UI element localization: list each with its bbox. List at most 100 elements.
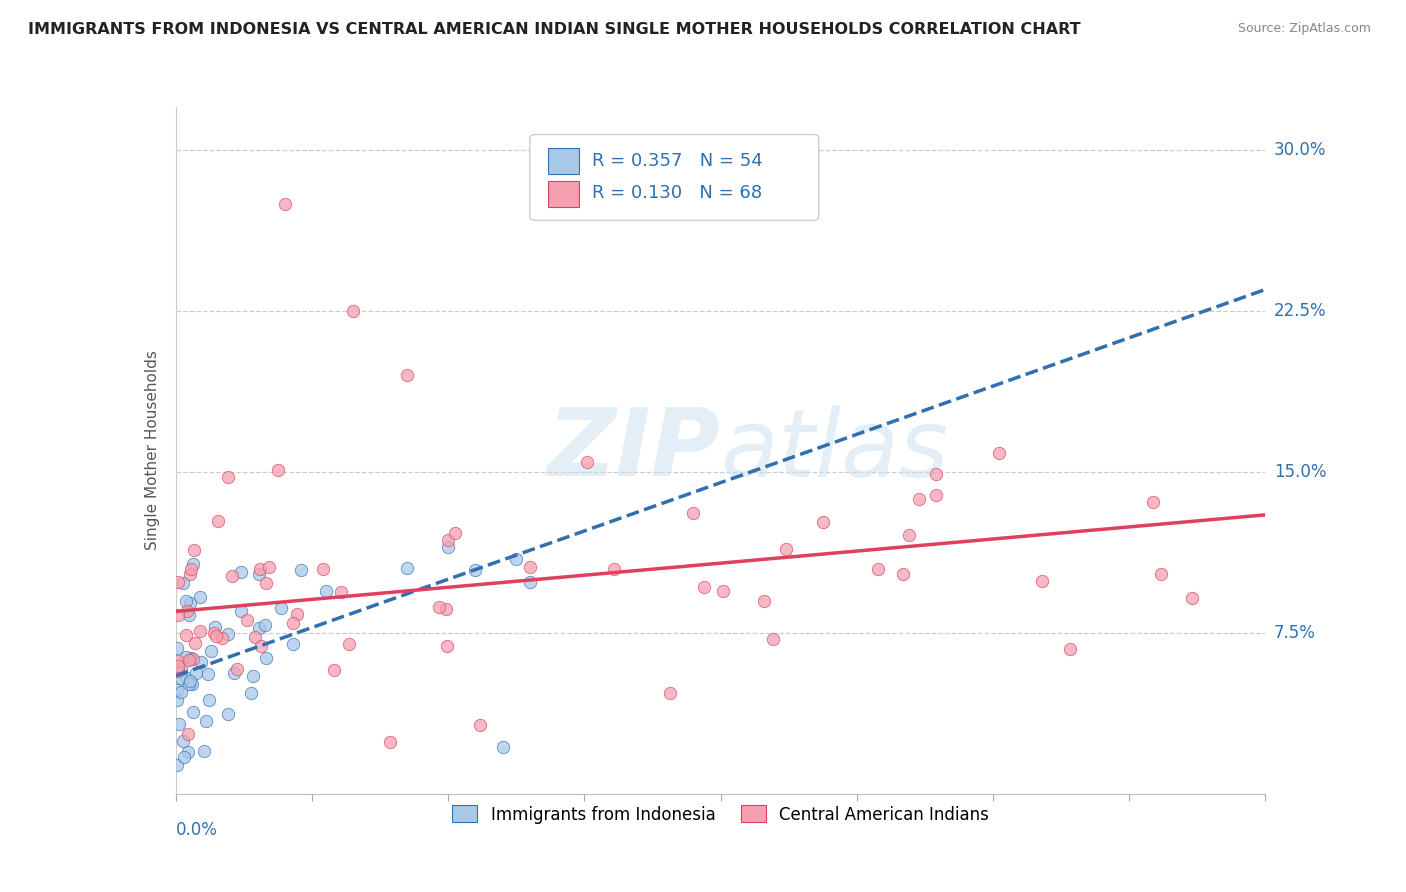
Point bbox=[254, 576, 277, 591]
Point bbox=[754, 594, 776, 608]
Point bbox=[176, 604, 198, 618]
Point bbox=[211, 632, 233, 646]
Bar bbox=[548, 180, 579, 207]
Point bbox=[172, 734, 194, 748]
Point bbox=[204, 620, 226, 634]
Point bbox=[197, 666, 219, 681]
Point bbox=[1031, 574, 1053, 588]
Point bbox=[907, 492, 929, 507]
Point bbox=[437, 533, 460, 548]
Text: 22.5%: 22.5% bbox=[1274, 302, 1326, 320]
Point bbox=[177, 727, 200, 741]
Point bbox=[174, 594, 197, 608]
Text: 30.0%: 30.0% bbox=[1274, 141, 1326, 159]
Point bbox=[1059, 642, 1081, 657]
Point bbox=[172, 576, 194, 591]
Point bbox=[179, 653, 201, 667]
Text: IMMIGRANTS FROM INDONESIA VS CENTRAL AMERICAN INDIAN SINGLE MOTHER HOUSEHOLDS CO: IMMIGRANTS FROM INDONESIA VS CENTRAL AME… bbox=[28, 22, 1081, 37]
Point bbox=[174, 649, 197, 664]
Point bbox=[323, 663, 346, 677]
Point bbox=[229, 604, 252, 618]
Point bbox=[253, 617, 276, 632]
Point bbox=[173, 750, 195, 764]
Point bbox=[436, 639, 458, 653]
Point bbox=[813, 515, 835, 529]
Point bbox=[257, 560, 280, 574]
Point bbox=[221, 569, 243, 583]
Point bbox=[1149, 566, 1171, 581]
Point bbox=[693, 580, 716, 594]
Point bbox=[166, 682, 188, 697]
Point bbox=[270, 600, 292, 615]
Point bbox=[166, 641, 188, 656]
Point bbox=[202, 625, 225, 640]
Point bbox=[184, 636, 207, 650]
Point bbox=[242, 669, 264, 683]
Point bbox=[190, 624, 212, 638]
Point bbox=[505, 551, 527, 566]
Point bbox=[315, 583, 337, 598]
Text: ZIP: ZIP bbox=[548, 404, 721, 497]
Point bbox=[1142, 495, 1164, 509]
Point bbox=[249, 562, 271, 576]
Point bbox=[207, 514, 229, 528]
Point bbox=[166, 693, 188, 707]
Point bbox=[170, 662, 193, 676]
Text: Source: ZipAtlas.com: Source: ZipAtlas.com bbox=[1237, 22, 1371, 36]
Text: atlas: atlas bbox=[721, 405, 949, 496]
Point bbox=[166, 758, 188, 772]
Point bbox=[177, 745, 200, 759]
Point bbox=[866, 562, 889, 576]
Point bbox=[290, 563, 312, 577]
Point bbox=[170, 672, 193, 686]
Point bbox=[181, 557, 204, 571]
Point bbox=[891, 566, 914, 581]
Point bbox=[240, 686, 263, 700]
Point bbox=[468, 718, 491, 732]
Point bbox=[576, 455, 599, 469]
Point bbox=[177, 607, 200, 622]
Point bbox=[519, 559, 541, 574]
Point bbox=[247, 566, 270, 581]
Point bbox=[775, 542, 797, 557]
Point bbox=[658, 686, 681, 700]
Bar bbox=[548, 147, 579, 174]
Point bbox=[179, 677, 201, 691]
Point bbox=[205, 629, 228, 643]
Point bbox=[174, 628, 197, 642]
Point bbox=[179, 596, 201, 610]
Point bbox=[378, 735, 401, 749]
Point bbox=[226, 662, 249, 676]
Point bbox=[312, 562, 335, 576]
Point bbox=[603, 562, 626, 576]
Point bbox=[281, 616, 304, 631]
Point bbox=[287, 607, 309, 621]
Point bbox=[434, 602, 457, 616]
Point bbox=[427, 599, 450, 614]
Point bbox=[236, 613, 259, 627]
Point bbox=[337, 637, 360, 651]
Point bbox=[222, 665, 245, 680]
Point bbox=[247, 621, 270, 635]
Point bbox=[396, 368, 419, 383]
Point bbox=[180, 562, 202, 576]
Point bbox=[170, 685, 193, 699]
Point bbox=[437, 541, 460, 555]
Point bbox=[519, 575, 541, 590]
Text: 15.0%: 15.0% bbox=[1274, 463, 1326, 481]
Point bbox=[274, 196, 297, 211]
Point bbox=[200, 644, 222, 658]
Point bbox=[762, 632, 785, 646]
Point bbox=[181, 651, 204, 665]
Point bbox=[180, 677, 202, 691]
Point bbox=[167, 664, 190, 678]
Point bbox=[184, 666, 207, 681]
Point bbox=[193, 744, 215, 758]
Point bbox=[464, 563, 486, 577]
Point bbox=[396, 561, 419, 575]
Point bbox=[492, 739, 515, 754]
Text: 7.5%: 7.5% bbox=[1274, 624, 1316, 642]
Point bbox=[988, 446, 1011, 460]
Point bbox=[174, 672, 197, 686]
Point bbox=[897, 527, 920, 541]
